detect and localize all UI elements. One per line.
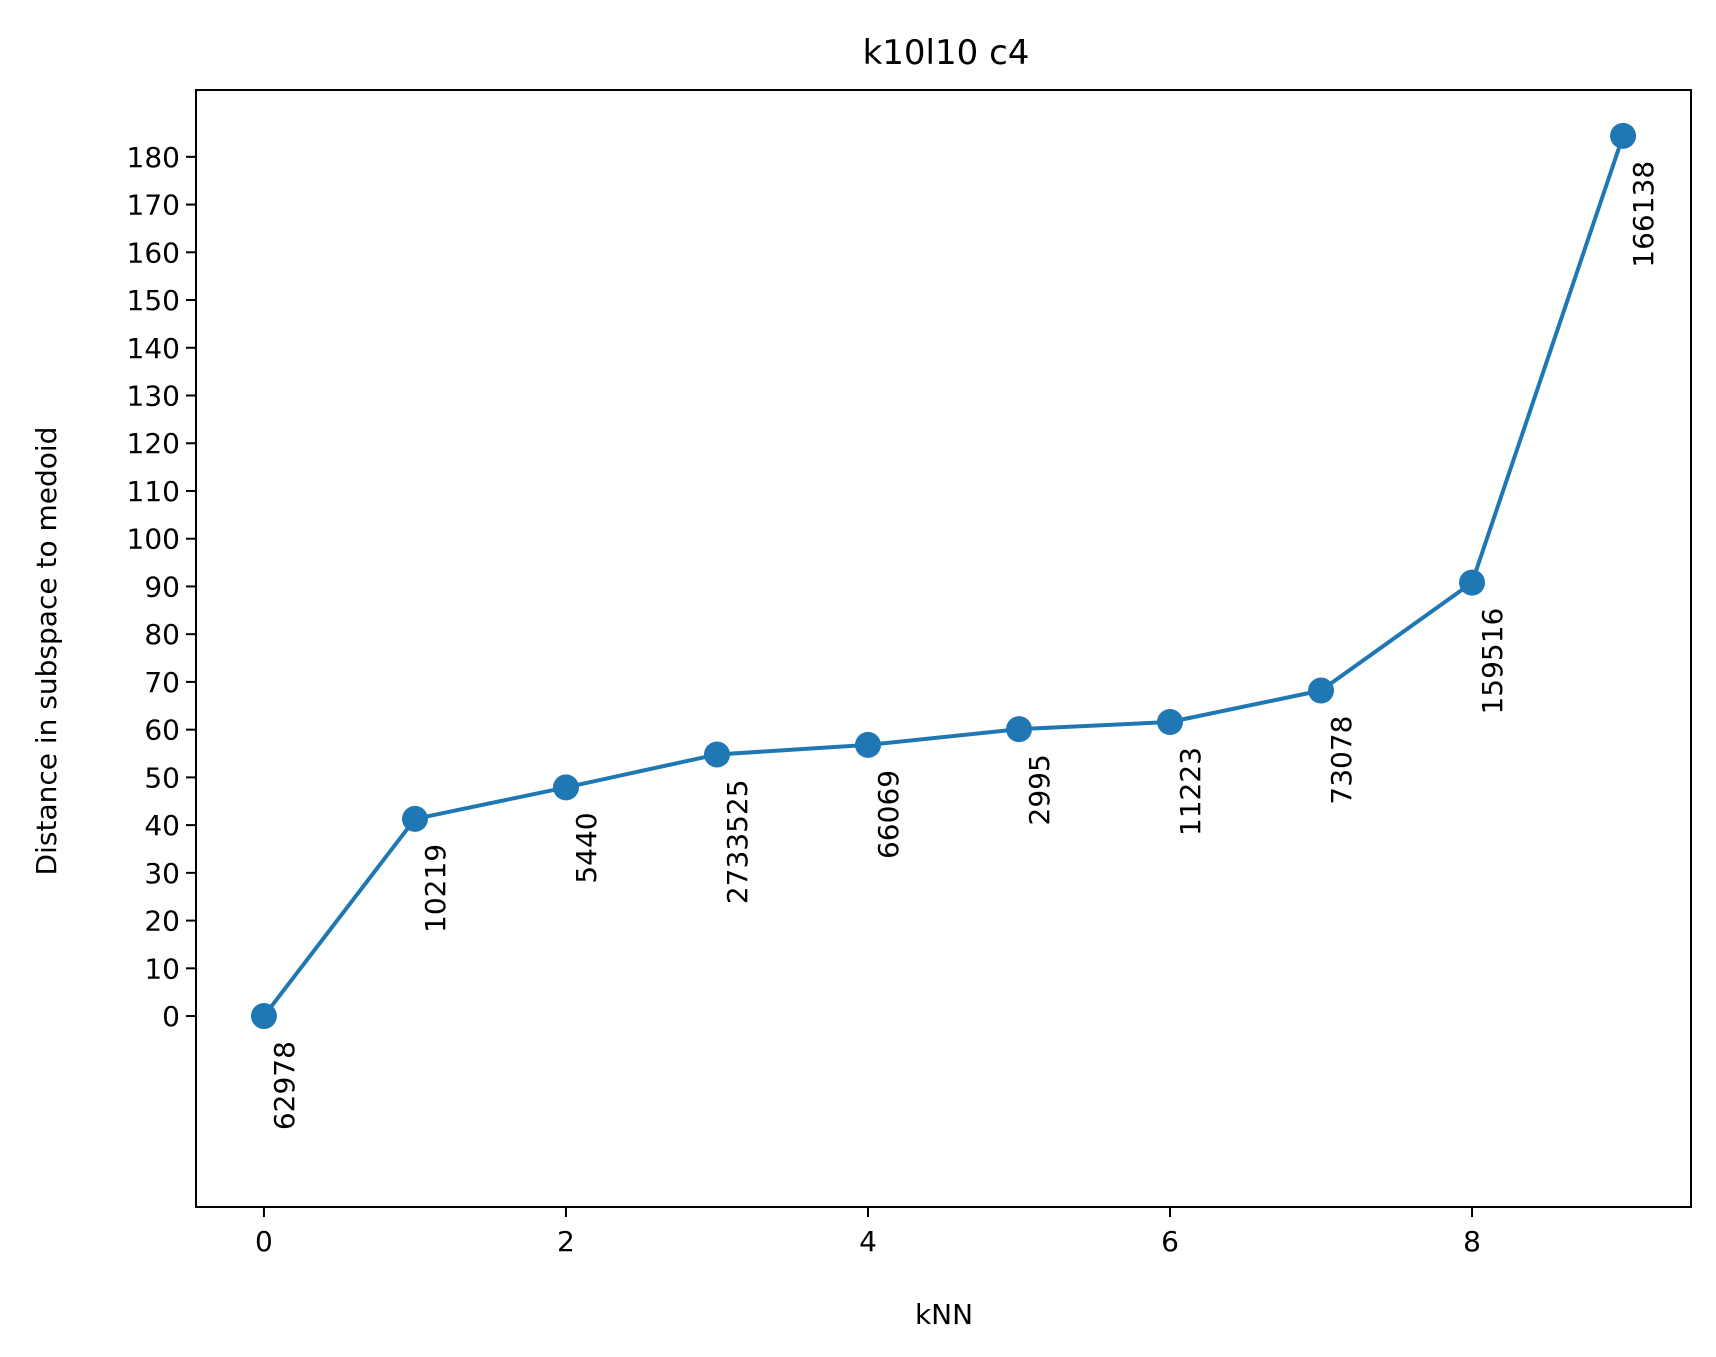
y-tick-label: 50 — [144, 761, 180, 794]
y-tick-label: 10 — [144, 952, 180, 985]
data-label: 10219 — [419, 844, 452, 933]
y-tick-label: 20 — [144, 905, 180, 938]
y-tick-label: 60 — [144, 714, 180, 747]
y-tick-label: 180 — [127, 141, 180, 174]
data-label: 66069 — [872, 770, 905, 859]
data-label: 166138 — [1627, 161, 1660, 268]
y-tick-label: 40 — [144, 809, 180, 842]
y-tick-label: 120 — [127, 427, 180, 460]
data-label: 5440 — [570, 812, 603, 883]
y-tick-label: 80 — [144, 618, 180, 651]
x-tick-label: 8 — [1463, 1225, 1481, 1258]
chart-title: k10l10 c4 — [863, 33, 1030, 73]
data-point — [250, 1003, 277, 1030]
axes-frame — [195, 89, 1692, 1208]
x-axis-label: kNN — [915, 1298, 973, 1331]
data-label: 159516 — [1476, 608, 1509, 715]
y-tick-label: 70 — [144, 666, 180, 699]
plot-area: 0 2 4 6 801020304050607080901001101201301401… — [127, 122, 1660, 1258]
data-point — [703, 741, 730, 768]
data-label: 73078 — [1325, 716, 1358, 805]
y-tick-label: 30 — [144, 857, 180, 890]
x-tick-label: 2 — [557, 1225, 575, 1258]
data-label: 11223 — [1174, 747, 1207, 836]
y-tick-label: 140 — [127, 332, 180, 365]
y-tick-label: 150 — [127, 284, 180, 317]
x-tick-label: 6 — [1161, 1225, 1179, 1258]
data-label: 2733525 — [721, 779, 754, 904]
data-point — [552, 774, 579, 801]
data-point — [854, 731, 881, 758]
x-tick-label: 0 — [255, 1225, 273, 1258]
y-tick-label: 160 — [127, 236, 180, 269]
data-point — [1006, 716, 1033, 743]
y-axis-label: Distance in subspace to medoid — [30, 427, 63, 876]
data-point — [1308, 677, 1335, 704]
y-tick-label: 100 — [127, 523, 180, 556]
series-line — [262, 135, 1625, 1018]
data-point — [1459, 569, 1486, 596]
data-label: 62978 — [268, 1041, 301, 1130]
data-point — [401, 805, 428, 832]
y-tick-label: 90 — [144, 570, 180, 603]
y-tick-label: 170 — [127, 189, 180, 222]
data-point — [1610, 122, 1637, 149]
data-point — [1157, 709, 1184, 736]
y-tick-label: 0 — [162, 1000, 180, 1033]
x-tick-label: 4 — [859, 1225, 877, 1258]
data-label: 2995 — [1023, 754, 1056, 825]
y-tick-label: 130 — [127, 380, 180, 413]
y-tick-label: 110 — [127, 475, 180, 508]
